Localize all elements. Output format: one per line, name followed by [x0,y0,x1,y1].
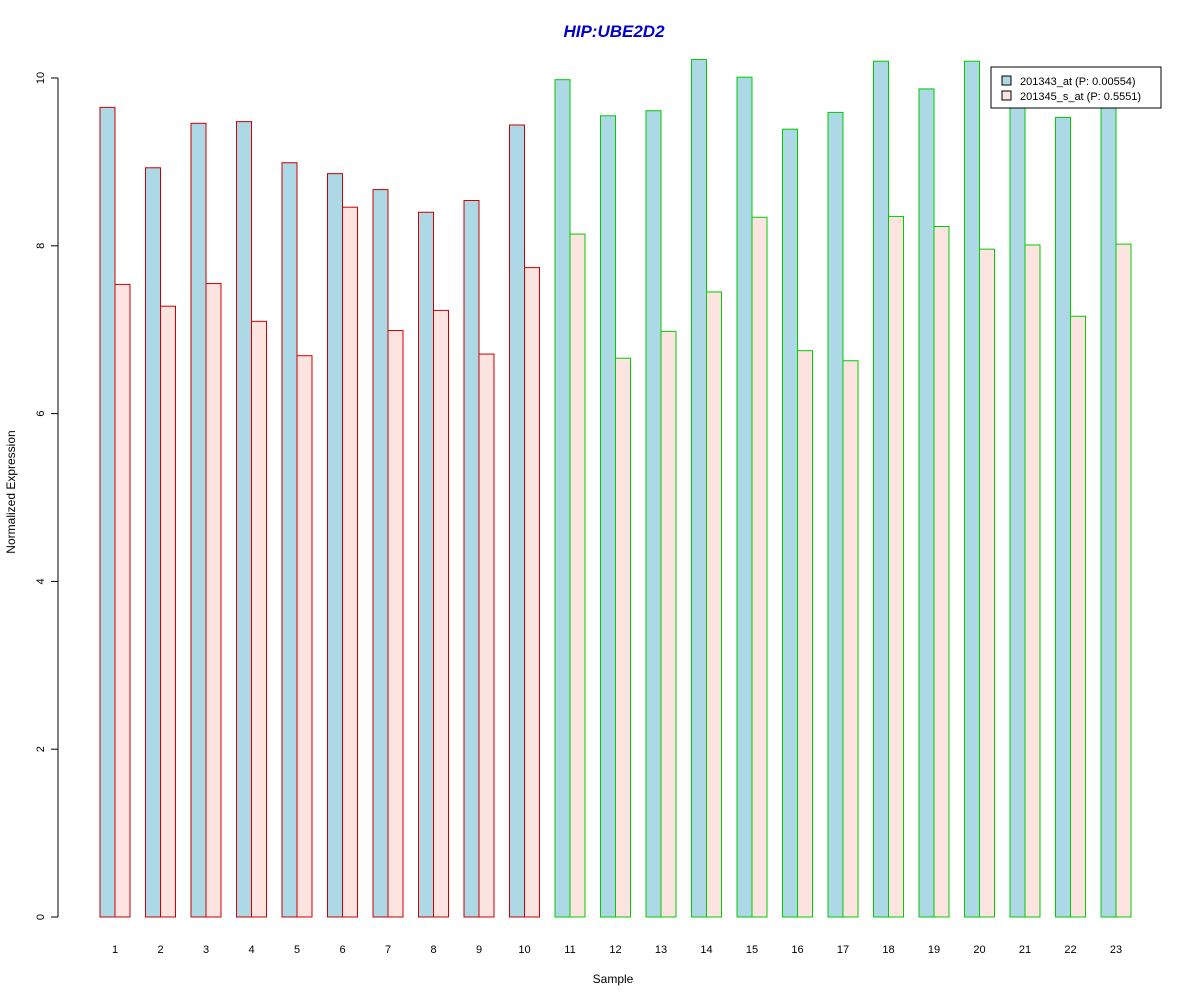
bar-201343_at-sample-6 [327,173,343,918]
x-tick-label: 20 [973,944,985,956]
x-tick-label: 22 [1064,944,1076,956]
bar-201345_s_at-sample-1 [114,283,131,918]
x-tick-label: 17 [837,944,849,956]
legend: 201343_at (P: 0.00554) 201345_s_at (P: 0… [990,66,1162,109]
x-tick-label: 4 [248,944,254,956]
x-tick-label: 13 [655,944,667,956]
y-tick-label: 10 [35,72,47,84]
legend-label-201345_s_at: 201345_s_at (P: 0.5551) [1020,91,1141,103]
legend-label-201343_at: 201343_at (P: 0.00554) [1020,76,1136,88]
x-tick-label: 14 [700,944,712,956]
y-tick-label: 4 [35,578,47,584]
x-tick-label: 10 [518,944,530,956]
bar-201345_s_at-sample-22 [1070,315,1086,918]
x-tick-label: 6 [339,944,345,956]
legend-swatch-201343_at [1001,75,1012,86]
bar-201343_at-sample-20 [964,60,980,918]
bar-201345_s_at-sample-17 [842,360,859,918]
bar-201343_at-sample-4 [236,121,252,918]
x-tick-label: 18 [882,944,894,956]
x-tick-label: 12 [609,944,621,956]
x-tick-label: 23 [1110,944,1122,956]
bar-201345_s_at-sample-10 [524,267,540,918]
bar-201345_s_at-sample-3 [205,283,222,918]
legend-swatch-201345_s_at [1001,90,1012,101]
bar-201343_at-sample-9 [463,199,480,918]
bar-201343_at-sample-12 [600,115,616,918]
bar-201343_at-sample-23 [1100,66,1117,918]
bar-201345_s_at-sample-4 [251,320,267,918]
bar-201345_s_at-sample-23 [1115,243,1132,918]
bar-201345_s_at-sample-11 [569,233,586,918]
x-tick-label: 11 [564,944,575,956]
bar-201345_s_at-sample-18 [888,215,904,918]
x-tick-label: 21 [1019,944,1031,956]
x-tick-labels: 1 2 3 4 5 6 7 8 9 10 11 12 13 14 15 16 17 18 19 20 21 22 23 [112,944,1122,956]
bar-201345_s_at-sample-21 [1024,244,1041,918]
bar-201345_s_at-sample-9 [478,353,495,918]
bar-201345_s_at-sample-13 [660,330,677,918]
bar-201345_s_at-sample-14 [706,291,722,918]
x-tick-label: 8 [430,944,436,956]
bar-201343_at-sample-13 [645,110,662,918]
bar-201343_at-sample-10 [509,124,525,918]
bar-201343_at-sample-11 [554,79,571,918]
x-tick-label: 3 [203,944,209,956]
bar-201343_at-sample-5 [281,162,298,918]
x-tick-label: 9 [476,944,482,956]
bar-201343_at-sample-8 [418,211,434,918]
bar-201345_s_at-sample-5 [296,355,313,918]
chart-title: HIP:UBE2D2 [563,22,665,41]
bar-201343_at-sample-17 [827,111,844,918]
bar-201343_at-sample-1 [99,106,116,918]
bar-201345_s_at-sample-16 [797,350,813,918]
x-tick-label: 2 [157,944,163,956]
y-tick-label: 8 [35,243,47,249]
bar-201343_at-sample-19 [918,88,935,918]
bar-201343_at-sample-16 [782,128,798,918]
bars [99,59,1132,918]
y-axis-label: Normalized Expression [4,430,18,553]
bar-201345_s_at-sample-7 [387,330,404,918]
x-tick-label: 7 [385,944,391,956]
bar-201345_s_at-sample-8 [433,309,449,918]
x-axis-label: Sample [593,972,634,986]
x-tick-label: 5 [294,944,300,956]
x-tick-label: 1 [112,944,118,956]
bar-201345_s_at-sample-12 [615,357,631,918]
x-tick-label: 15 [746,944,758,956]
bar-201343_at-sample-3 [190,122,207,918]
x-tick-label: 19 [928,944,940,956]
y-tick-label: 0 [35,914,47,920]
x-tick-label: 16 [791,944,803,956]
bar-201343_at-sample-14 [691,59,707,918]
bar-201345_s_at-sample-20 [979,248,995,918]
bar-201343_at-sample-15 [736,76,753,918]
bar-201345_s_at-sample-15 [751,216,768,918]
bar-201343_at-sample-21 [1009,106,1026,918]
y-axis: 0 2 4 6 8 10 [35,72,59,920]
bar-201343_at-sample-7 [372,189,389,918]
legend-box [990,66,1162,109]
bar-201343_at-sample-2 [145,167,161,918]
bar-201345_s_at-sample-2 [160,305,176,918]
bar-201343_at-sample-22 [1055,116,1071,918]
bar-201343_at-sample-18 [873,60,889,918]
y-tick-label: 2 [35,746,47,752]
bar-201345_s_at-sample-19 [933,226,950,918]
y-tick-label: 6 [35,411,47,417]
bar-201345_s_at-sample-6 [342,206,358,918]
